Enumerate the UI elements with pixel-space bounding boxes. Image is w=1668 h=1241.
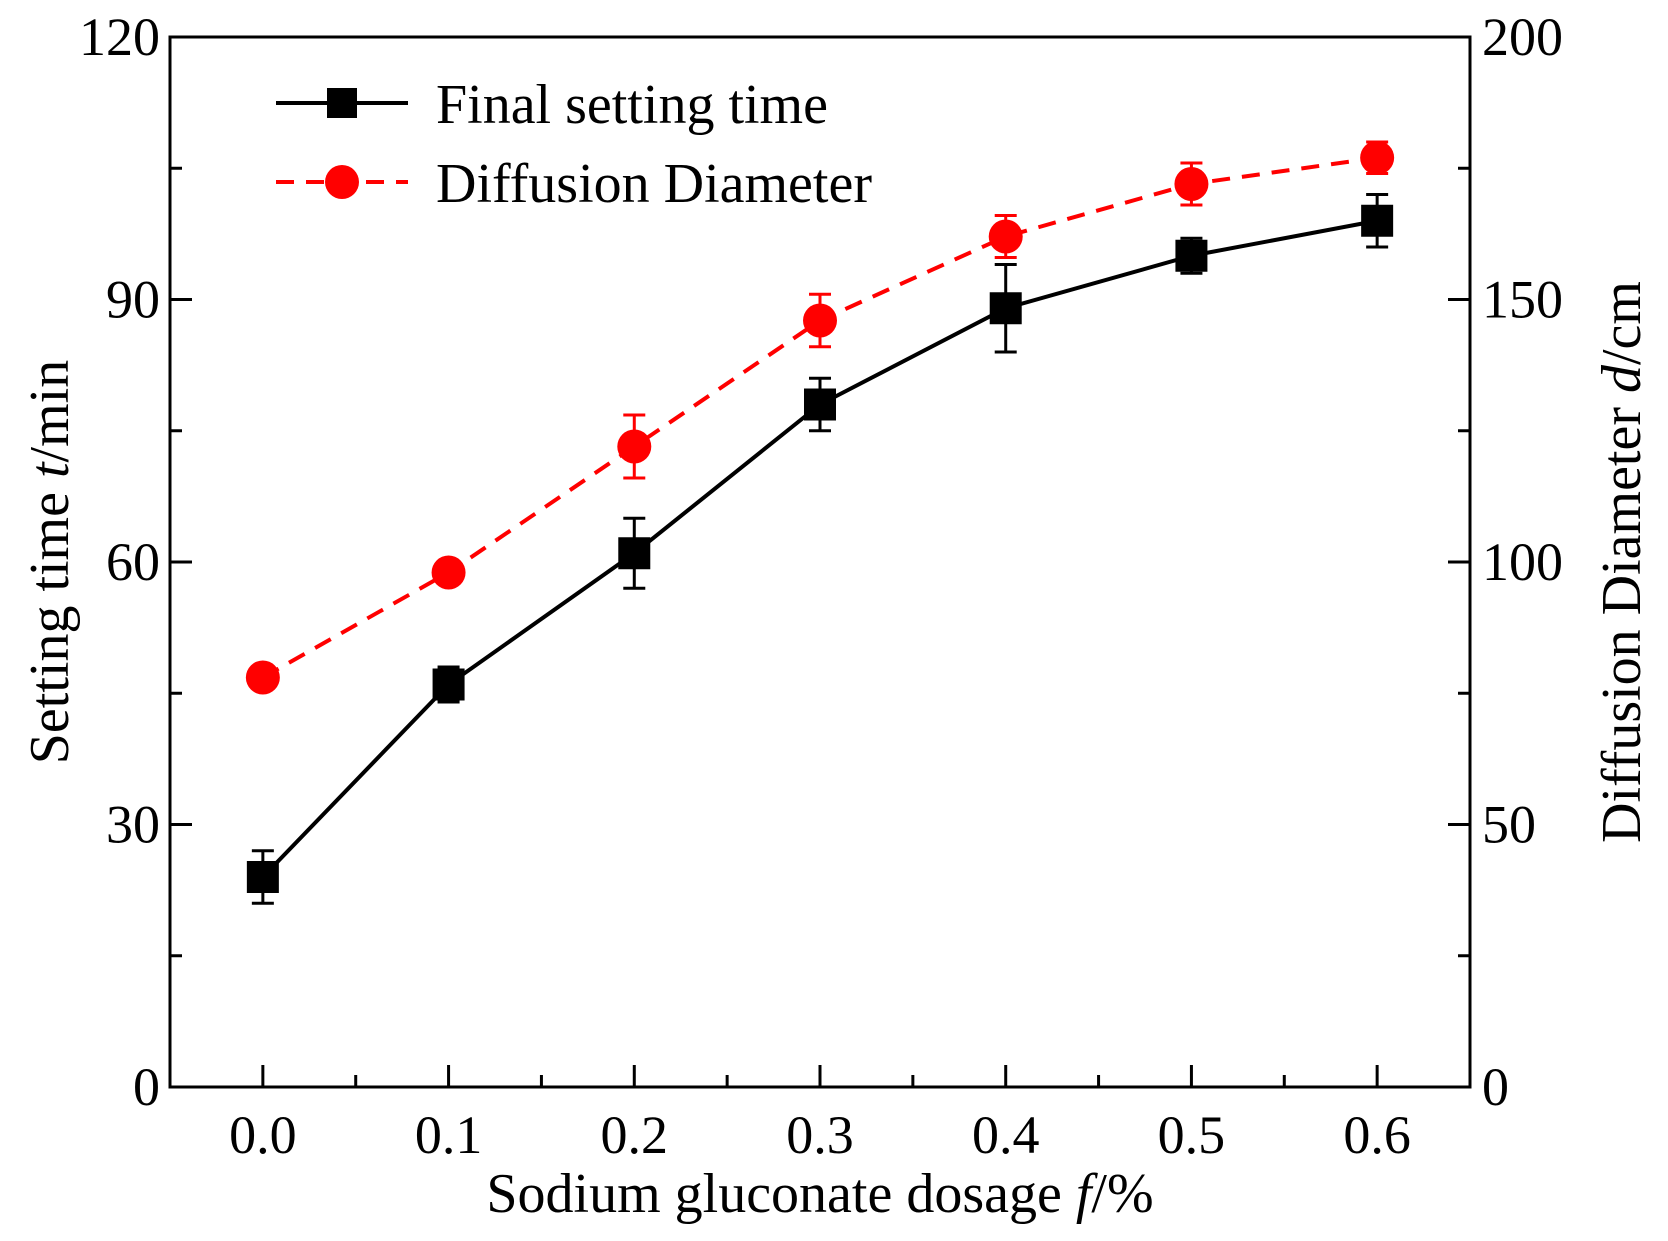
legend-entry-final-setting-time: Final setting time (276, 74, 828, 136)
y-right-tick-label: 100 (1482, 532, 1563, 592)
y-right-tick-label: 0 (1482, 1057, 1509, 1117)
data-point (803, 303, 837, 338)
legend: Final setting time Diffusion Diameter (276, 74, 872, 215)
legend-marker-square (327, 88, 357, 118)
data-point (617, 429, 652, 464)
data-point (989, 292, 1022, 325)
y-left-tick-label: 120 (79, 7, 160, 67)
x-tick-label: 0.1 (415, 1105, 483, 1165)
y-right-tick-label: 150 (1482, 270, 1563, 330)
legend-marker-circle (325, 165, 359, 199)
legend-label-final-setting-time: Final setting time (436, 74, 828, 136)
series-diffusion-diameter (245, 140, 1395, 695)
y-left-tick-label: 0 (133, 1057, 160, 1117)
x-tick-label: 0.5 (1158, 1105, 1226, 1165)
y-right-tick-label: 200 (1482, 7, 1563, 67)
x-tick-label: 0.6 (1343, 1105, 1411, 1165)
data-point (245, 660, 280, 695)
tick-labels: 0.0 0.1 0.2 0.3 0.4 0.5 0.6 0 30 60 90 120 0 50 100 150… (79, 7, 1563, 1165)
data-point (432, 668, 465, 701)
y-right-tick-label: 50 (1482, 795, 1536, 855)
data-point (246, 861, 279, 893)
data-point (1360, 140, 1395, 175)
series-layer (245, 140, 1395, 905)
x-tick-label: 0.0 (229, 1105, 297, 1165)
data-point (1174, 167, 1209, 201)
x-tick-label: 0.4 (972, 1105, 1040, 1165)
series-final-setting-time (246, 193, 1394, 905)
x-tick-label: 0.3 (786, 1105, 854, 1165)
data-point (1361, 204, 1394, 237)
y-left-tick-label: 60 (106, 532, 160, 592)
y-right-axis-title: Diffusion Diameter d/cm (1591, 281, 1653, 843)
x-axis-title: Sodium gluconate dosage f/% (486, 1163, 1153, 1225)
legend-label-diffusion-diameter: Diffusion Diameter (436, 153, 872, 215)
x-tick-label: 0.2 (601, 1105, 669, 1165)
data-point (804, 388, 836, 421)
data-point (1175, 239, 1208, 272)
y-left-axis-title: Setting time t/min (19, 360, 81, 764)
plot-frame (168, 35, 1472, 1089)
data-point (618, 537, 651, 570)
y-left-tick-label: 30 (106, 795, 160, 855)
legend-entry-diffusion-diameter: Diffusion Diameter (276, 153, 872, 215)
data-point (988, 219, 1023, 254)
y-left-tick-label: 90 (106, 270, 160, 330)
data-point (431, 555, 466, 590)
